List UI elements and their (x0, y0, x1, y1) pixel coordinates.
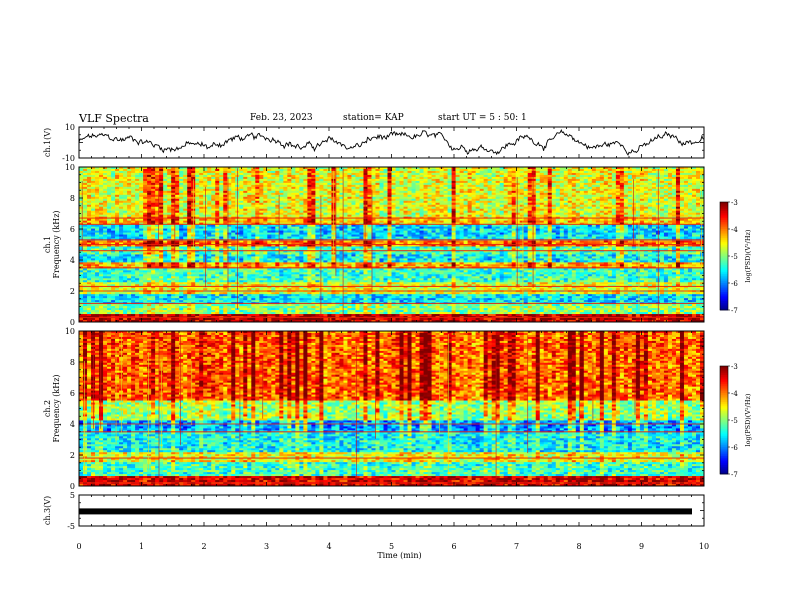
ch1-spectrogram-ytick-8: 8 (70, 194, 75, 203)
ch1-waveform-ytick-10: 10 (65, 123, 75, 132)
ch1-spectrogram-cblabel: log(PSD)(V²/Hz) (744, 229, 752, 282)
xtick-3: 3 (264, 542, 269, 551)
ch1-spectrogram-ytick-10: 10 (65, 163, 75, 172)
ch1-spectrogram-cells (79, 167, 704, 322)
ch1-spectrogram-ytick-0: 0 (70, 318, 75, 327)
xtick-8: 8 (576, 542, 581, 551)
ch2-spectrogram-cbtick--6: -6 (731, 444, 738, 452)
ch1-spectrogram-ytick-6: 6 (70, 225, 75, 234)
ch2-spectrogram-ylabel-0: ch.2 (43, 400, 52, 417)
ch3-waveform-ytick-5: 5 (70, 491, 75, 500)
ch2-spectrogram-cbtick--5: -5 (731, 417, 738, 425)
ch2-spectrogram-cbtick--4: -4 (731, 390, 738, 398)
ch1-spectrogram-cbtick--7: -7 (731, 307, 738, 315)
ch2-spectrogram-cblabel: log(PSD)(V²/Hz) (744, 393, 752, 446)
ch1-spectrogram-cbtick--4: -4 (731, 226, 738, 234)
ch1-spectrogram-cbtick--3: -3 (731, 199, 738, 207)
ch2-spectrogram-ytick-0: 0 (70, 482, 75, 491)
xtick-0: 0 (76, 542, 81, 551)
xtick-4: 4 (326, 542, 331, 551)
ch1-waveform-ylabel-0: ch.1(V) (43, 128, 52, 157)
ch3-waveform-ytick--5: -5 (67, 522, 75, 531)
ch3-waveform-ylabel-0: ch.3(V) (43, 496, 52, 525)
xtick-6: 6 (451, 542, 456, 551)
ch1-spectrogram-ytick-2: 2 (70, 287, 75, 296)
ch1-spectrogram-ylabel-1: Frequency (kHz) (52, 210, 61, 278)
ch1-spectrogram-ytick-4: 4 (70, 256, 75, 265)
ch2-spectrogram-colorbar (720, 366, 728, 474)
x-axis-label: Time (min) (377, 551, 421, 560)
ch1-spectrogram-cbtick--5: -5 (731, 253, 738, 261)
xtick-7: 7 (514, 542, 519, 551)
xtick-5: 5 (389, 542, 394, 551)
ch2-spectrogram-ytick-4: 4 (70, 420, 75, 429)
ch2-spectrogram-ytick-10: 10 (65, 327, 75, 336)
ch3-waveform-line (79, 508, 692, 514)
ch2-spectrogram-ylabel-1: Frequency (kHz) (52, 374, 61, 442)
ch2-spectrogram-ytick-8: 8 (70, 358, 75, 367)
ch1-spectrogram-cbtick--6: -6 (731, 280, 738, 288)
xtick-9: 9 (639, 542, 644, 551)
xtick-10: 10 (699, 542, 709, 551)
ch2-spectrogram-cbtick--3: -3 (731, 363, 738, 371)
ch1-waveform-line (79, 130, 704, 155)
ch1-waveform-ytick--10: -10 (62, 154, 75, 163)
ch2-spectrogram-ytick-6: 6 (70, 389, 75, 398)
ch2-spectrogram-cbtick--7: -7 (731, 471, 738, 479)
xtick-2: 2 (201, 542, 206, 551)
xtick-1: 1 (139, 542, 144, 551)
ch1-spectrogram-ylabel-0: ch.1 (43, 236, 52, 253)
ch1-spectrogram-colorbar (720, 202, 728, 310)
ch2-spectrogram-cells (79, 331, 704, 486)
ch2-spectrogram-ytick-2: 2 (70, 451, 75, 460)
